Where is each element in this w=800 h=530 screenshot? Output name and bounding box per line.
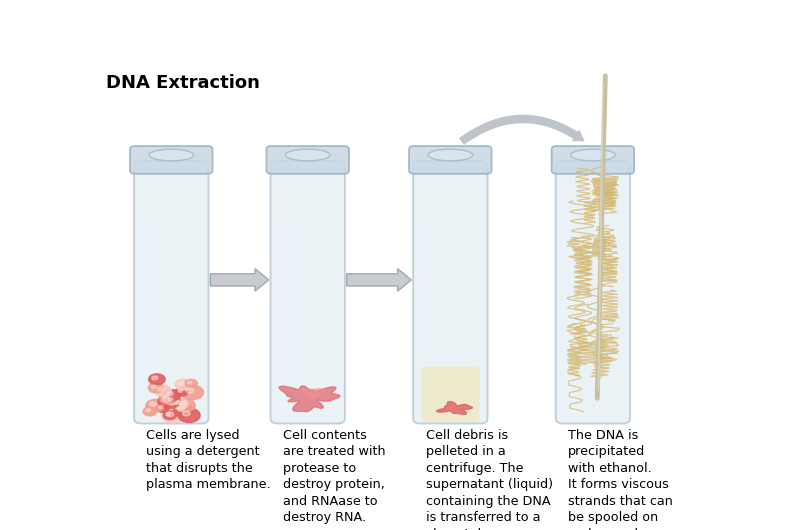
Circle shape xyxy=(163,411,176,420)
FancyBboxPatch shape xyxy=(140,218,157,413)
Circle shape xyxy=(146,400,164,412)
Text: DNA Extraction: DNA Extraction xyxy=(106,74,260,92)
Circle shape xyxy=(143,407,157,416)
Circle shape xyxy=(158,405,163,409)
FancyBboxPatch shape xyxy=(409,146,491,174)
Circle shape xyxy=(162,409,183,423)
Circle shape xyxy=(173,399,188,409)
Circle shape xyxy=(166,396,178,405)
Circle shape xyxy=(148,383,163,393)
FancyArrow shape xyxy=(346,269,411,291)
Ellipse shape xyxy=(149,149,194,161)
Circle shape xyxy=(185,379,198,387)
Circle shape xyxy=(162,396,170,402)
Circle shape xyxy=(160,393,176,404)
Circle shape xyxy=(186,388,194,393)
Circle shape xyxy=(146,409,150,412)
FancyBboxPatch shape xyxy=(552,146,634,174)
FancyBboxPatch shape xyxy=(421,366,480,422)
Circle shape xyxy=(182,411,190,416)
Ellipse shape xyxy=(428,149,473,161)
Text: The DNA is
precipitated
with ethanol.
It forms viscous
strands that can
be spool: The DNA is precipitated with ethanol. It… xyxy=(568,429,673,530)
Circle shape xyxy=(174,404,194,417)
Circle shape xyxy=(166,413,170,416)
FancyBboxPatch shape xyxy=(556,161,630,423)
Circle shape xyxy=(178,407,184,411)
Circle shape xyxy=(175,379,191,390)
Circle shape xyxy=(163,395,169,399)
Circle shape xyxy=(176,401,181,404)
Circle shape xyxy=(178,390,182,392)
FancyBboxPatch shape xyxy=(562,218,578,413)
Polygon shape xyxy=(300,389,325,398)
Circle shape xyxy=(150,402,156,406)
FancyBboxPatch shape xyxy=(270,161,345,423)
Circle shape xyxy=(158,394,180,409)
Circle shape xyxy=(187,381,192,384)
FancyBboxPatch shape xyxy=(266,146,349,174)
Circle shape xyxy=(158,387,164,391)
FancyBboxPatch shape xyxy=(130,146,213,174)
Circle shape xyxy=(175,388,188,396)
Circle shape xyxy=(182,385,203,400)
Circle shape xyxy=(149,374,165,385)
FancyBboxPatch shape xyxy=(413,161,487,423)
Circle shape xyxy=(175,399,195,412)
FancyBboxPatch shape xyxy=(419,218,436,413)
Circle shape xyxy=(179,402,186,406)
Circle shape xyxy=(151,385,157,388)
FancyBboxPatch shape xyxy=(134,161,209,423)
FancyArrowPatch shape xyxy=(459,114,585,145)
Circle shape xyxy=(154,385,171,396)
Ellipse shape xyxy=(570,149,615,161)
Ellipse shape xyxy=(286,149,330,161)
FancyBboxPatch shape xyxy=(277,218,293,413)
Text: Cells are lysed
using a detergent
that disrupts the
plasma membrane.: Cells are lysed using a detergent that d… xyxy=(146,429,271,491)
Circle shape xyxy=(169,398,173,401)
Polygon shape xyxy=(279,386,340,412)
Text: Cell contents
are treated with
protease to
destroy protein,
and RNAase to
destro: Cell contents are treated with protease … xyxy=(283,429,386,524)
Circle shape xyxy=(152,376,158,380)
Text: Cell debris is
pelleted in a
centrifuge. The
supernatant (liquid)
containing the: Cell debris is pelleted in a centrifuge.… xyxy=(426,429,553,530)
Circle shape xyxy=(166,412,174,417)
Polygon shape xyxy=(437,402,473,414)
Circle shape xyxy=(156,404,169,412)
Circle shape xyxy=(164,390,181,401)
Circle shape xyxy=(178,408,200,422)
Circle shape xyxy=(178,382,184,385)
Circle shape xyxy=(167,392,173,396)
FancyArrow shape xyxy=(210,269,269,291)
